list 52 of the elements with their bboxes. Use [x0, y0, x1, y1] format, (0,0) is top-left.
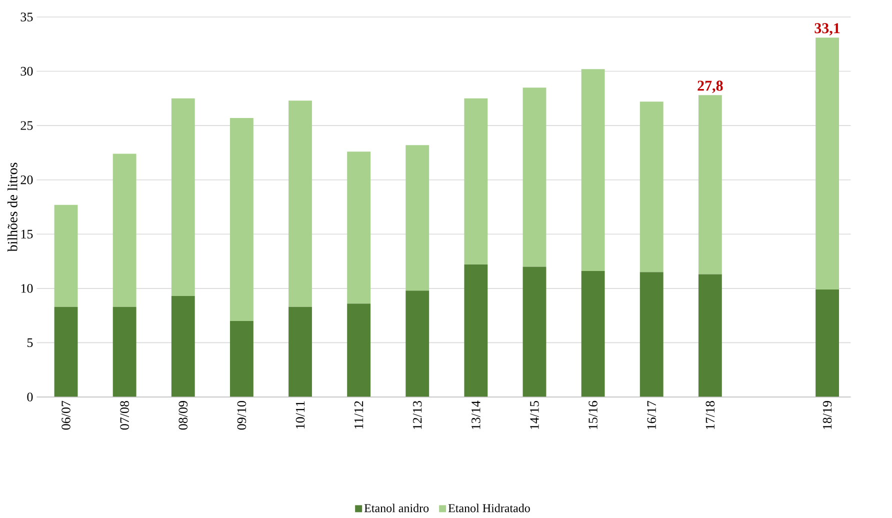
- y-axis-title: bilhões de litros: [7, 162, 18, 252]
- y-tick-label: 0: [27, 392, 33, 402]
- legend-label: Etanol anidro: [364, 504, 429, 512]
- x-tick-label: 18/19: [822, 401, 832, 430]
- y-tick-label: 25: [20, 121, 33, 130]
- bar: [112, 154, 136, 308]
- x-tick-label: 15/16: [588, 401, 598, 430]
- bar: [522, 266, 546, 398]
- bar: [230, 321, 254, 398]
- bar: [347, 152, 371, 304]
- y-tick-label: 15: [21, 230, 33, 239]
- bar: [464, 98, 488, 265]
- bar: [640, 272, 664, 398]
- x-tick-label: 09/10: [237, 401, 246, 430]
- bar: [816, 38, 840, 290]
- bar: [406, 145, 430, 291]
- bar: [288, 307, 312, 398]
- x-tick-label: 10/11: [296, 401, 305, 429]
- bar: [171, 296, 195, 398]
- bar: [698, 274, 722, 398]
- total-label: 27,8: [698, 80, 723, 94]
- x-tick-label: 11/12: [354, 401, 364, 429]
- bar: [581, 271, 605, 398]
- x-tick-label: 16/17: [647, 401, 656, 430]
- bar: [54, 205, 78, 308]
- bar: [406, 290, 430, 398]
- bar: [698, 95, 722, 274]
- x-tick-label: 17/18: [706, 401, 715, 430]
- y-tick-label: 20: [20, 176, 33, 184]
- x-tick-label: 12/13: [413, 401, 422, 430]
- x-tick-label: 07/08: [120, 401, 129, 430]
- bar: [581, 69, 605, 272]
- bar: [816, 290, 840, 398]
- x-tick-label: 13/14: [472, 400, 480, 430]
- bar: [288, 100, 312, 308]
- x-tick-label: 06/07: [62, 401, 70, 430]
- bar: [522, 88, 546, 267]
- y-tick-label: 30: [20, 67, 33, 76]
- bar: [640, 102, 664, 272]
- bar: [464, 264, 488, 398]
- bar: [230, 118, 254, 322]
- bar: [171, 98, 195, 296]
- legend-label: Etanol Hidratado: [448, 504, 530, 512]
- bar: [112, 307, 136, 398]
- bar: [347, 304, 371, 398]
- x-tick-label: 08/09: [178, 401, 188, 430]
- x-tick-label: 14/15: [530, 401, 539, 430]
- y-tick-label: 5: [27, 338, 33, 348]
- total-label: 33,1: [814, 23, 840, 36]
- bar: [54, 307, 78, 398]
- y-tick-label: 35: [20, 12, 33, 22]
- y-tick-label: 10: [21, 284, 33, 293]
